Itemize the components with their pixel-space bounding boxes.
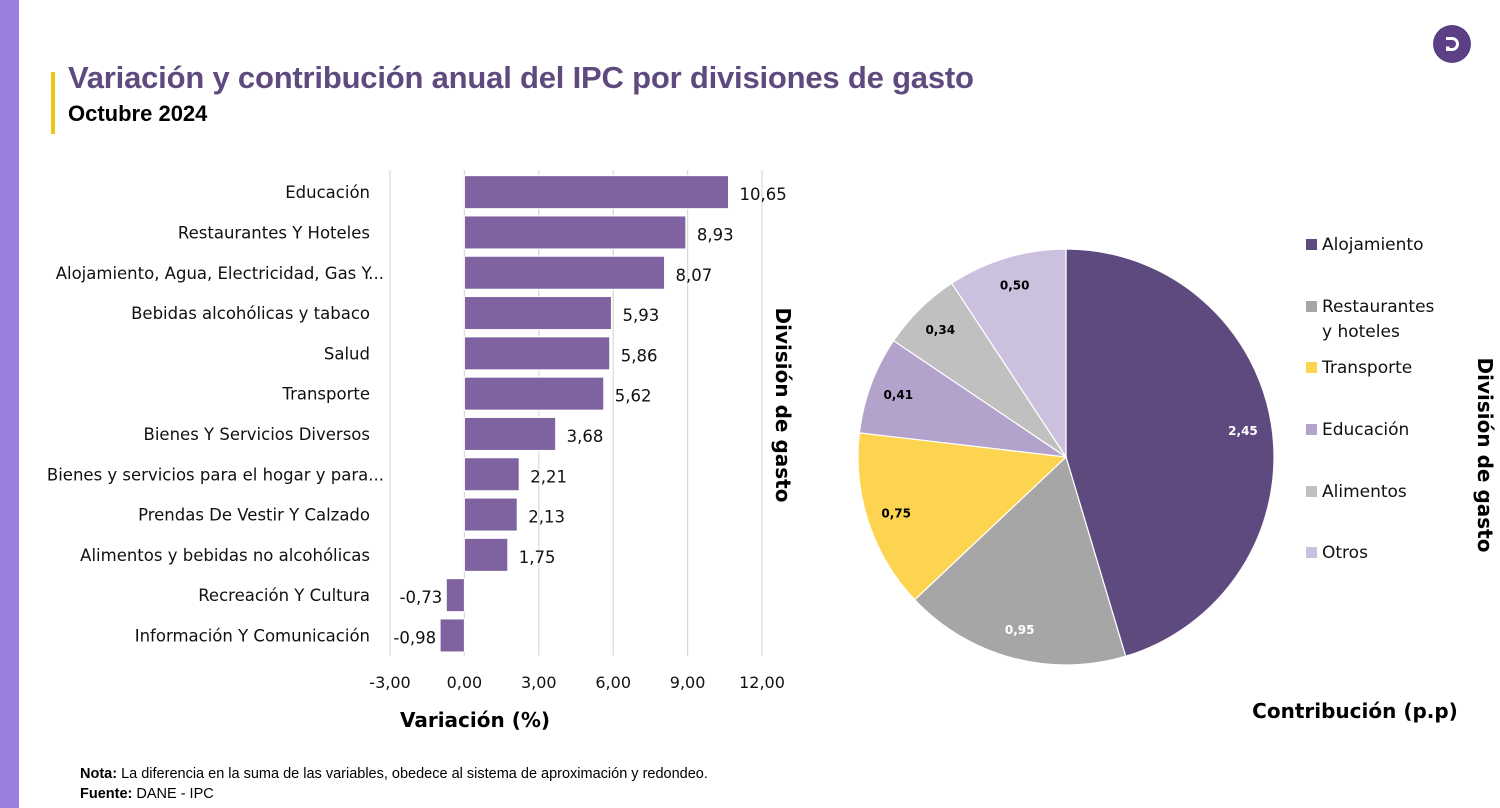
legend-label: y hoteles — [1322, 322, 1400, 342]
category-label: Bebidas alcohólicas y tabaco — [131, 304, 370, 323]
bar — [463, 215, 687, 250]
bar-value-label: 5,93 — [622, 306, 659, 325]
bar — [463, 175, 730, 210]
side-accent-band — [0, 0, 19, 808]
footer-notes: Nota: La diferencia en la suma de las va… — [80, 764, 708, 804]
bar — [463, 416, 557, 451]
bar — [463, 457, 520, 492]
bar-series — [439, 175, 730, 653]
bar-value-label: 2,21 — [530, 467, 567, 486]
bar-chart: Educación Restaurantes Y Hoteles Alojamien… — [47, 170, 795, 732]
pie-value-label: 0,34 — [925, 323, 955, 337]
pie-legend: Alojamiento Restaurantes y hoteles Transpor… — [1306, 235, 1435, 563]
legend-item: Restaurantes y hoteles — [1306, 297, 1435, 342]
x-tick-label: 3,00 — [521, 673, 557, 692]
bar-grid — [389, 170, 763, 656]
pie-slice — [857, 432, 1068, 601]
bar-category-labels: Educación Restaurantes Y Hoteles Alojamien… — [47, 183, 384, 645]
bar — [445, 578, 465, 613]
category-label: Educación — [285, 183, 370, 202]
note-line: Nota: La diferencia en la suma de las va… — [80, 764, 708, 784]
title-accent-bar — [51, 72, 55, 134]
bar — [463, 336, 611, 371]
note-label: Nota: — [80, 766, 118, 782]
bar-y-axis-title: División de gasto — [771, 308, 795, 503]
pie-value-labels: 2,45 0,95 0,75 0,41 0,34 0,50 — [881, 279, 1257, 637]
category-label: Transporte — [281, 385, 370, 404]
bar-value-label: 1,75 — [519, 548, 556, 567]
pie-value-label: 0,95 — [1005, 623, 1035, 637]
x-tick-label: 9,00 — [670, 673, 706, 692]
category-label: Restaurantes Y Hoteles — [178, 223, 370, 242]
bar-value-labels: 10,65 8,93 8,07 5,93 5,86 5,62 3,68 2,21 2,13 1,7… — [393, 185, 786, 647]
pie-value-label: 0,41 — [883, 388, 913, 402]
source-text: DANE - IPC — [132, 786, 214, 802]
source-label: Fuente: — [80, 786, 133, 802]
pie-legend-title: División de gasto — [1473, 358, 1497, 553]
bar — [463, 255, 666, 290]
category-label: Alimentos y bebidas no alcohólicas — [80, 546, 370, 565]
x-tick-label: 6,00 — [595, 673, 631, 692]
pie-value-label: 0,75 — [881, 506, 911, 520]
bar — [463, 296, 612, 331]
legend-item: Transporte — [1306, 358, 1412, 378]
bar — [463, 497, 518, 532]
bar-value-label: 8,07 — [676, 266, 713, 285]
legend-item: Alimentos — [1306, 482, 1407, 502]
category-label: Prendas De Vestir Y Calzado — [138, 506, 370, 525]
legend-label: Restaurantes — [1322, 297, 1435, 317]
bar-x-axis-title: Variación (%) — [400, 708, 550, 732]
x-tick-label: 0,00 — [447, 673, 483, 692]
legend-swatch — [1306, 547, 1317, 558]
bar — [439, 618, 465, 653]
x-tick-label: 12,00 — [739, 673, 785, 692]
bar-value-label: 5,86 — [621, 346, 658, 365]
pie-value-label: 0,50 — [1000, 279, 1030, 293]
legend-swatch — [1306, 239, 1317, 250]
pie-slice — [913, 455, 1127, 666]
category-label: Bienes Y Servicios Diversos — [144, 425, 370, 444]
legend-label: Otros — [1322, 543, 1368, 563]
pie-slice — [950, 248, 1067, 460]
legend-label: Alojamiento — [1322, 235, 1423, 255]
source-line: Fuente: DANE - IPC — [80, 784, 708, 804]
category-label: Información Y Comunicación — [135, 626, 370, 645]
page-subtitle: Octubre 2024 — [68, 101, 208, 126]
category-label: Alojamiento, Agua, Electricidad, Gas Y..… — [56, 264, 384, 283]
logo-d-icon — [1446, 37, 1459, 51]
pie-value-label: 2,45 — [1228, 424, 1258, 438]
legend-label: Alimentos — [1322, 482, 1407, 502]
bar-value-label: 2,13 — [528, 508, 565, 527]
bar — [463, 376, 605, 411]
bar-x-ticks: -3,00 0,00 3,00 6,00 9,00 12,00 — [369, 673, 785, 692]
legend-swatch — [1306, 486, 1317, 497]
bar-value-label: 8,93 — [697, 225, 734, 244]
pie-chart: 2,45 0,95 0,75 0,41 0,34 0,50 Alojamiento Rest… — [857, 235, 1497, 723]
legend-item: Otros — [1306, 543, 1368, 563]
category-label: Salud — [324, 344, 370, 363]
legend-swatch — [1306, 301, 1317, 312]
note-text: La diferencia en la suma de las variable… — [117, 766, 708, 782]
brand-logo — [1433, 25, 1471, 63]
bar — [463, 537, 509, 572]
pie-axis-title: Contribución (p.p) — [1252, 699, 1458, 723]
pie-slice — [1065, 248, 1275, 658]
legend-swatch — [1306, 424, 1317, 435]
bar-value-label: 10,65 — [740, 185, 787, 204]
page-title: Variación y contribución anual del IPC p… — [68, 60, 974, 95]
category-label: Bienes y servicios para el hogar y para.… — [47, 465, 384, 484]
legend-label: Educación — [1322, 420, 1409, 440]
legend-swatch — [1306, 362, 1317, 373]
bar-value-label: -0,98 — [393, 628, 436, 647]
legend-item: Educación — [1306, 420, 1409, 440]
category-label: Recreación Y Cultura — [198, 586, 370, 605]
legend-label: Transporte — [1321, 358, 1412, 378]
x-tick-label: -3,00 — [369, 673, 410, 692]
bar-value-label: 3,68 — [567, 427, 604, 446]
bar-value-label: -0,73 — [400, 588, 443, 607]
pie-slice — [858, 339, 1067, 458]
legend-item: Alojamiento — [1306, 235, 1423, 255]
pie-slices — [857, 248, 1275, 666]
bar-value-label: 5,62 — [615, 387, 652, 406]
